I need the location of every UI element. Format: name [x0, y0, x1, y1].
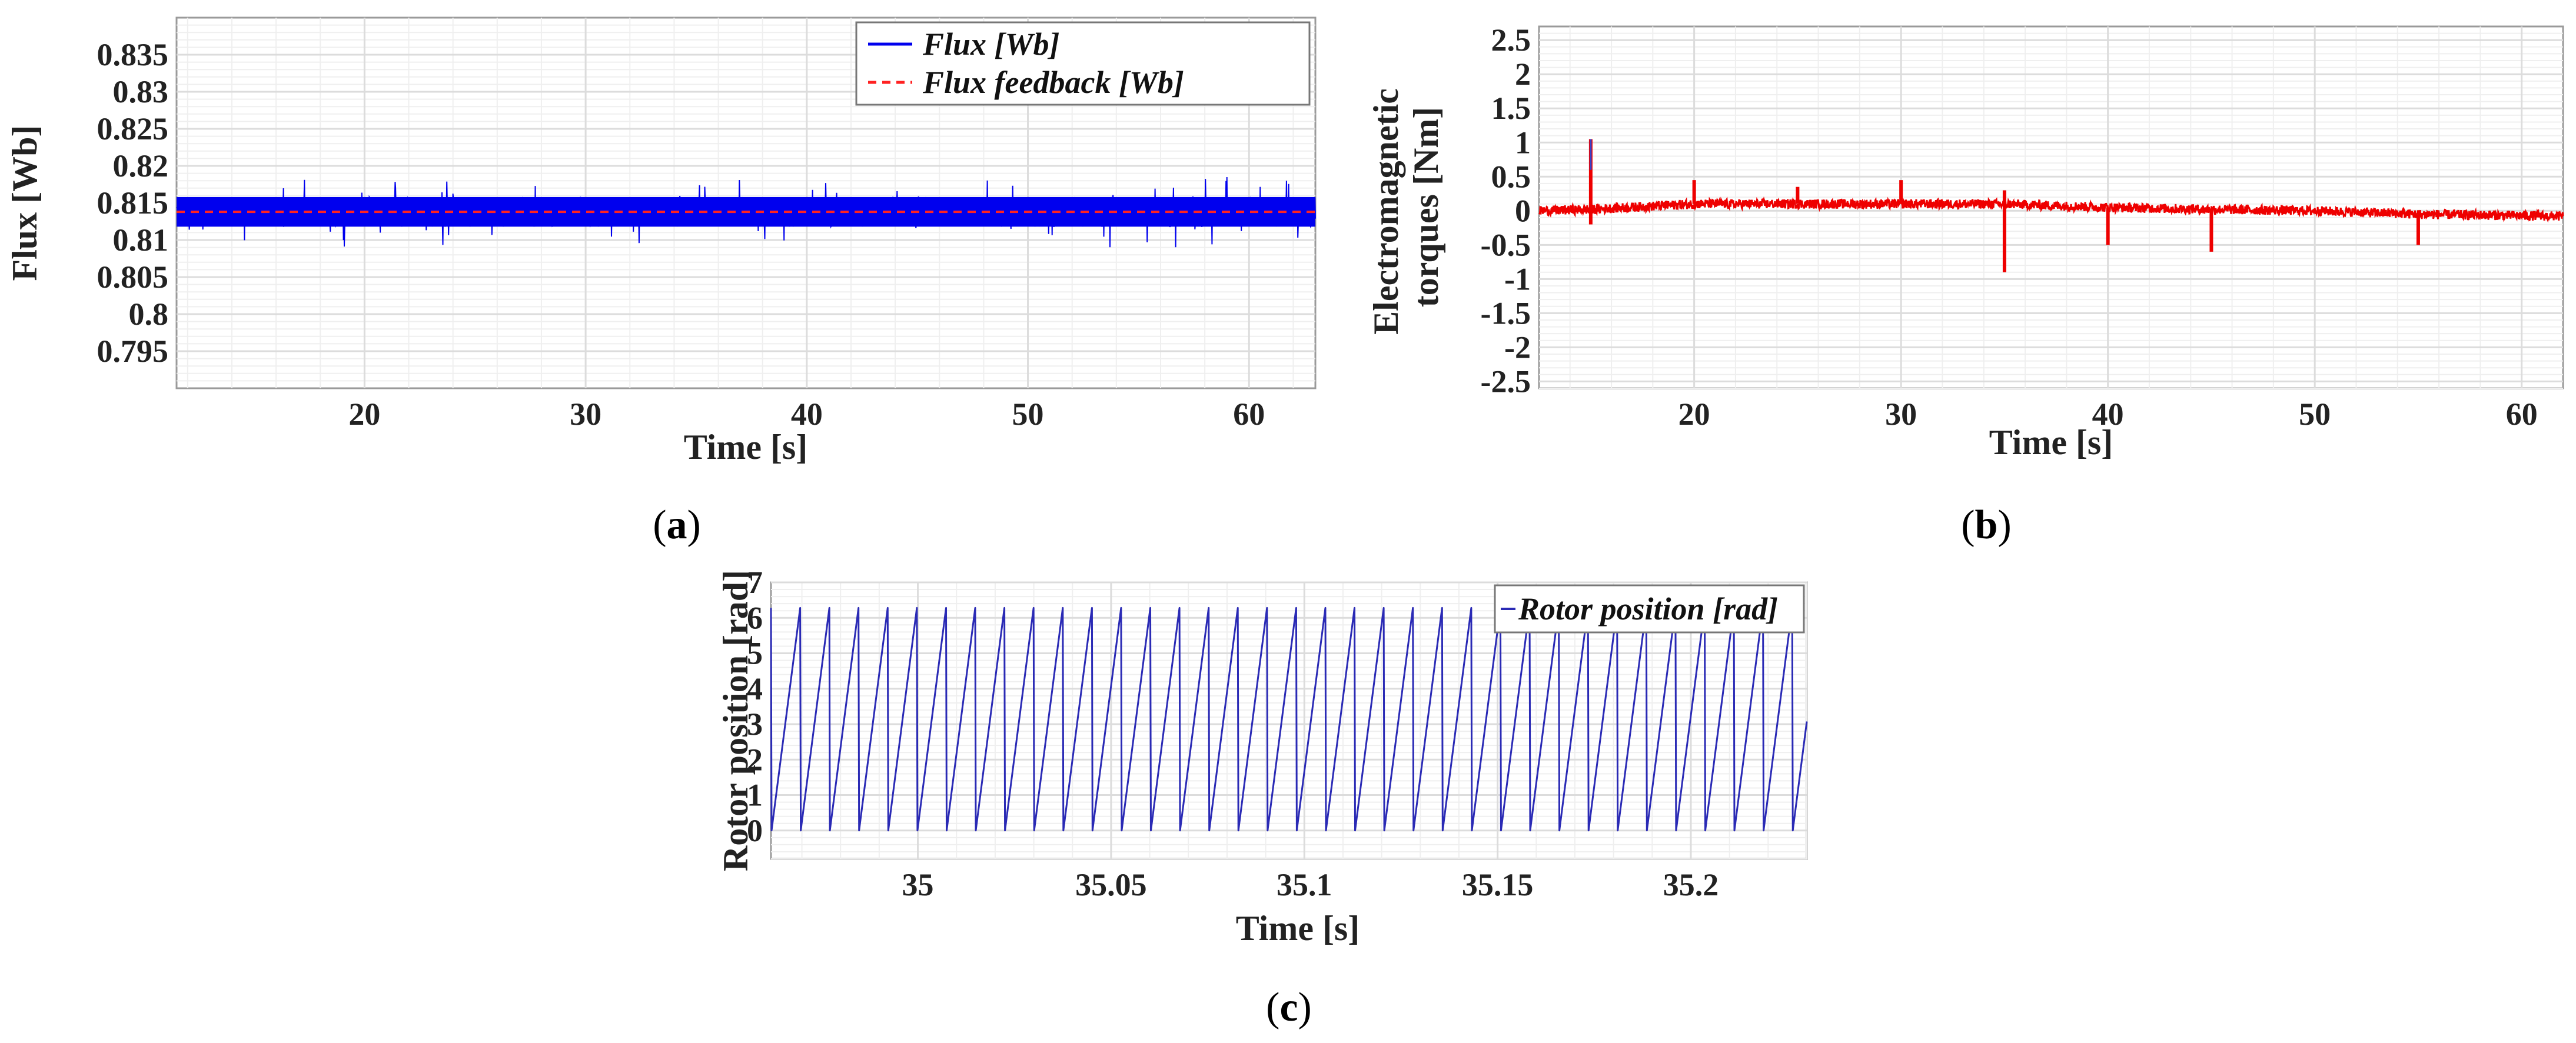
flux-x-tick-label: 30 [570, 396, 601, 432]
rotor-x-tick-label: 35.15 [1462, 867, 1534, 902]
torque-x-tick-label: 50 [2299, 396, 2331, 432]
flux-y-tick-label: 0.805 [97, 259, 169, 295]
flux-x-axis-label: Time [s] [684, 428, 808, 466]
torque-y-tick-label: 0 [1515, 193, 1531, 228]
flux-series [176, 176, 1316, 248]
rotor-legend: Rotor position [rad] [1494, 584, 1805, 634]
rotor-x-tick-label: 35.05 [1075, 867, 1147, 902]
rotor-y-tick-label: 0 [747, 813, 763, 848]
torque-y-tick-label: -2 [1504, 329, 1531, 365]
rotor-legend-entry: Rotor position [rad] [1518, 591, 1778, 627]
torque-line [1538, 196, 2564, 223]
flux-y-tick-label: 0.795 [97, 334, 169, 369]
flux-y-tick-label: 0.81 [113, 222, 169, 258]
flux-legend-entry: Flux [Wb] [922, 26, 1060, 62]
torque-x-axis-label: Time [s] [1989, 423, 2113, 462]
flux-x-tick-label: 20 [348, 396, 380, 432]
rotor-y-tick-label: 5 [747, 636, 763, 671]
torque-x-tick-label: 40 [2092, 396, 2124, 432]
rotor-y-axis-label: Rotor position [rad] [716, 570, 755, 871]
torque-y-axis-label-line-1: Electromagnetic [1367, 88, 1405, 335]
flux-y-tick-label: 0.825 [97, 111, 169, 146]
flux-x-tick-label: 50 [1012, 396, 1044, 432]
flux-y-tick-label: 0.8 [129, 296, 169, 332]
flux-legend-box [855, 21, 1311, 106]
torque-y-axis-label-line-2: torques [Nm] [1407, 107, 1445, 308]
torque-y-tick-label: 0.5 [1491, 159, 1531, 194]
flux-y-tick-label: 0.835 [97, 37, 169, 72]
rotor-y-tick-label: 1 [747, 778, 763, 813]
torque-chart: -2.5-2-1.5-1-0.500.511.522.5 20 30 40 50 60 … [1367, 22, 2564, 548]
rotor-x-ticks: 35 35.05 35.1 35.15 35.2 [902, 867, 1719, 902]
torque-y-tick-label: 1.5 [1491, 91, 1531, 126]
torque-y-tick-label: 2 [1515, 56, 1531, 92]
rotor-x-tick-label: 35.1 [1277, 867, 1332, 902]
flux-y-tick-label: 0.82 [113, 148, 169, 184]
torque-y-ticks: -2.5-2-1.5-1-0.500.511.522.5 [1481, 22, 1531, 399]
torque-y-tick-label: 1 [1515, 125, 1531, 160]
torque-y-axis-label: Electromagnetic torques [Nm] [1367, 79, 1445, 335]
torque-x-ticks: 20 30 40 50 60 [1678, 396, 2538, 432]
torque-x-tick-label: 20 [1678, 396, 1710, 432]
rotor-x-tick-label: 35.2 [1663, 867, 1719, 902]
caption-c: (c) [1266, 985, 1312, 1030]
rotor-y-tick-label: 3 [747, 707, 763, 742]
rotor-y-tick-label: 7 [747, 565, 763, 600]
flux-x-tick-label: 40 [791, 396, 823, 432]
flux-x-tick-label: 60 [1233, 396, 1265, 432]
flux-legend: Flux [Wb] Flux feedback [Wb] [855, 21, 1311, 106]
torque-series [1538, 139, 2564, 272]
torque-x-tick-label: 30 [1885, 396, 1917, 432]
torque-y-tick-label: -1 [1504, 261, 1531, 296]
rotor-y-tick-label: 6 [747, 600, 763, 635]
torque-y-tick-label: -0.5 [1481, 227, 1531, 262]
flux-chart: 0.7950.80.8050.810.8150.820.8250.830.835… [5, 16, 1317, 548]
flux-y-tick-label: 0.815 [97, 185, 169, 221]
torque-x-tick-label: 60 [2506, 396, 2538, 432]
rotor-x-tick-label: 35 [902, 867, 934, 902]
torque-y-tick-label: 2.5 [1491, 22, 1531, 58]
rotor-legend-box [1494, 584, 1805, 634]
caption-b: (b) [1961, 502, 2012, 548]
caption-a: (a) [653, 502, 701, 548]
rotor-y-tick-label: 2 [747, 742, 763, 777]
flux-y-axis-label: Flux [Wb] [5, 125, 44, 281]
flux-line [176, 176, 1316, 248]
flux-x-ticks: 20 30 40 50 60 [348, 396, 1265, 432]
rotor-x-axis-label: Time [s] [1236, 909, 1360, 948]
rotor-y-tick-label: 4 [747, 671, 763, 707]
flux-feedback-legend-entry: Flux feedback [Wb] [922, 65, 1184, 100]
torque-y-tick-label: -2.5 [1481, 364, 1531, 399]
flux-y-tick-label: 0.83 [113, 74, 169, 109]
torque-y-tick-label: -1.5 [1481, 295, 1531, 331]
